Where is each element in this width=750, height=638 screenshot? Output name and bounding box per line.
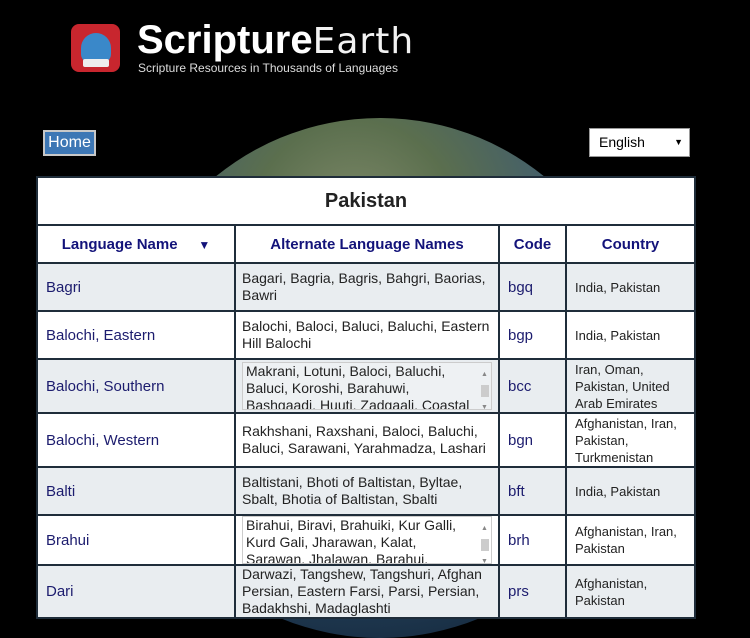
brand-light: Earth xyxy=(312,21,415,62)
dropdown-arrow-icon: ▼ xyxy=(674,137,683,147)
language-code: bgn xyxy=(498,412,567,468)
sort-down-icon[interactable]: ▼ xyxy=(198,237,211,252)
language-code: brh xyxy=(498,514,567,566)
brand-name[interactable]: ScriptureEarth xyxy=(137,18,414,64)
column-header-country[interactable]: Country xyxy=(565,224,696,264)
country: India, Pakistan xyxy=(565,310,696,360)
table-row: Bagri Bagari, Bagria, Bagris, Bahgri, Ba… xyxy=(36,262,696,312)
country: Iran, Oman, Pakistan, United Arab Emirat… xyxy=(565,358,696,414)
alternate-names: Balochi, Baloci, Baluci, Baluchi, Easter… xyxy=(242,318,490,351)
tagline: Scripture Resources in Thousands of Lang… xyxy=(138,61,398,75)
language-code: prs xyxy=(498,564,567,619)
column-header-alternate-names[interactable]: Alternate Language Names xyxy=(234,224,500,264)
language-name-link[interactable]: Balochi, Southern xyxy=(36,358,236,414)
language-name-link[interactable]: Brahui xyxy=(36,514,236,566)
alternate-names: Bagari, Bagria, Bagris, Bahgri, Baorias,… xyxy=(242,270,486,303)
language-name-link[interactable]: Balti xyxy=(36,466,236,516)
language-code: bgp xyxy=(498,310,567,360)
table-title: Pakistan xyxy=(36,176,696,226)
language-table: Pakistan Language Name ▼ Alternate Langu… xyxy=(36,176,696,619)
home-button[interactable]: Home xyxy=(43,130,96,156)
brand-bold: Scripture xyxy=(137,18,313,62)
country: Afghanistan, Pakistan xyxy=(565,564,696,619)
language-name-link[interactable]: Balochi, Eastern xyxy=(36,310,236,360)
country: India, Pakistan xyxy=(565,262,696,312)
alternate-names: Baltistani, Bhoti of Baltistan, Byltae, … xyxy=(242,474,463,507)
language-code: bcc xyxy=(498,358,567,414)
language-name-link[interactable]: Bagri xyxy=(36,262,236,312)
language-select[interactable]: English ▼ xyxy=(589,128,690,157)
language-code: bgq xyxy=(498,262,567,312)
alternate-names-textarea[interactable]: Makrani, Lotuni, Baloci, Baluchi, Baluci… xyxy=(242,362,492,410)
language-code: bft xyxy=(498,466,567,516)
table-row: Brahui Birahui, Biravi, Brahuiki, Kur Ga… xyxy=(36,514,696,566)
language-select-value: English xyxy=(599,134,645,150)
country: India, Pakistan xyxy=(565,466,696,516)
scrollbar[interactable]: ▲ ▼ xyxy=(480,525,489,564)
scripture-earth-logo[interactable] xyxy=(71,24,120,72)
table-row: Balochi, Western Rakhshani, Raxshani, Ba… xyxy=(36,412,696,468)
language-name-link[interactable]: Dari xyxy=(36,564,236,619)
column-header-code[interactable]: Code xyxy=(498,224,567,264)
table-row: Dari Darwazi, Tangshew, Tangshuri, Afgha… xyxy=(36,564,696,619)
table-row: Balochi, Eastern Balochi, Baloci, Baluci… xyxy=(36,310,696,360)
column-header-language-name[interactable]: Language Name ▼ xyxy=(36,224,236,264)
scrollbar[interactable]: ▲ ▼ xyxy=(480,371,489,410)
alternate-names: Rakhshani, Raxshani, Baloci, Baluchi, Ba… xyxy=(242,423,486,456)
language-name-link[interactable]: Balochi, Western xyxy=(36,412,236,468)
table-row: Balochi, Southern Makrani, Lotuni, Baloc… xyxy=(36,358,696,414)
alternate-names-textarea[interactable]: Birahui, Biravi, Brahuiki, Kur Galli, Ku… xyxy=(242,516,492,564)
alternate-names: Darwazi, Tangshew, Tangshuri, Afghan Per… xyxy=(242,566,482,616)
country: Afghanistan, Iran, Pakistan, Turkmenista… xyxy=(565,412,696,468)
country: Afghanistan, Iran, Pakistan xyxy=(565,514,696,566)
table-row: Balti Baltistani, Bhoti of Baltistan, By… xyxy=(36,466,696,516)
